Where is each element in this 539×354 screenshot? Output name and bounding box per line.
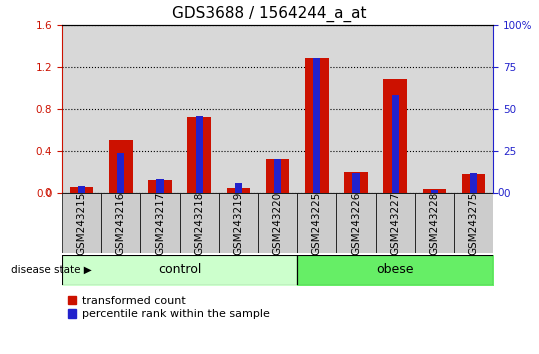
Text: GSM243217: GSM243217	[155, 191, 165, 255]
FancyBboxPatch shape	[140, 193, 179, 253]
Bar	[392, 96, 399, 193]
Text: control: control	[158, 263, 201, 276]
Text: GSM243219: GSM243219	[233, 191, 244, 255]
Bar	[70, 187, 93, 193]
Text: 0: 0	[497, 188, 503, 198]
Bar	[470, 173, 477, 193]
Bar	[156, 179, 163, 193]
Bar	[423, 189, 446, 193]
FancyBboxPatch shape	[297, 193, 336, 253]
Text: GSM243216: GSM243216	[116, 191, 126, 255]
Text: GSM243228: GSM243228	[430, 191, 439, 255]
FancyBboxPatch shape	[454, 193, 493, 253]
FancyBboxPatch shape	[258, 193, 297, 253]
Bar	[383, 79, 407, 193]
Bar	[431, 190, 438, 193]
Text: GSM243275: GSM243275	[468, 191, 479, 255]
FancyBboxPatch shape	[376, 193, 415, 253]
Bar	[313, 58, 320, 193]
FancyBboxPatch shape	[179, 193, 219, 253]
Bar	[235, 183, 242, 193]
Text: obese: obese	[376, 263, 414, 276]
Text: 0: 0	[45, 188, 51, 198]
Bar	[188, 117, 211, 193]
FancyBboxPatch shape	[336, 193, 376, 253]
FancyBboxPatch shape	[101, 193, 140, 253]
Text: disease state ▶: disease state ▶	[11, 265, 92, 275]
Text: GDS3688 / 1564244_a_at: GDS3688 / 1564244_a_at	[172, 5, 367, 22]
Bar	[226, 188, 250, 193]
FancyBboxPatch shape	[219, 193, 258, 253]
Text: GSM243220: GSM243220	[273, 192, 282, 255]
Bar	[305, 58, 329, 193]
Text: GSM243215: GSM243215	[77, 191, 87, 255]
Bar	[196, 115, 203, 193]
Bar	[148, 180, 172, 193]
Text: GSM243225: GSM243225	[312, 191, 322, 255]
Bar	[78, 186, 85, 193]
Text: GSM243226: GSM243226	[351, 191, 361, 255]
FancyBboxPatch shape	[415, 193, 454, 253]
Text: GSM243218: GSM243218	[194, 191, 204, 255]
Bar	[344, 172, 368, 193]
Bar	[266, 159, 289, 193]
Bar	[118, 153, 125, 193]
Bar	[274, 159, 281, 193]
Bar	[353, 173, 360, 193]
FancyBboxPatch shape	[62, 193, 101, 253]
Legend: transformed count, percentile rank within the sample: transformed count, percentile rank withi…	[67, 296, 270, 319]
Bar	[109, 141, 133, 193]
Text: GSM243227: GSM243227	[390, 191, 400, 255]
Bar	[462, 174, 485, 193]
